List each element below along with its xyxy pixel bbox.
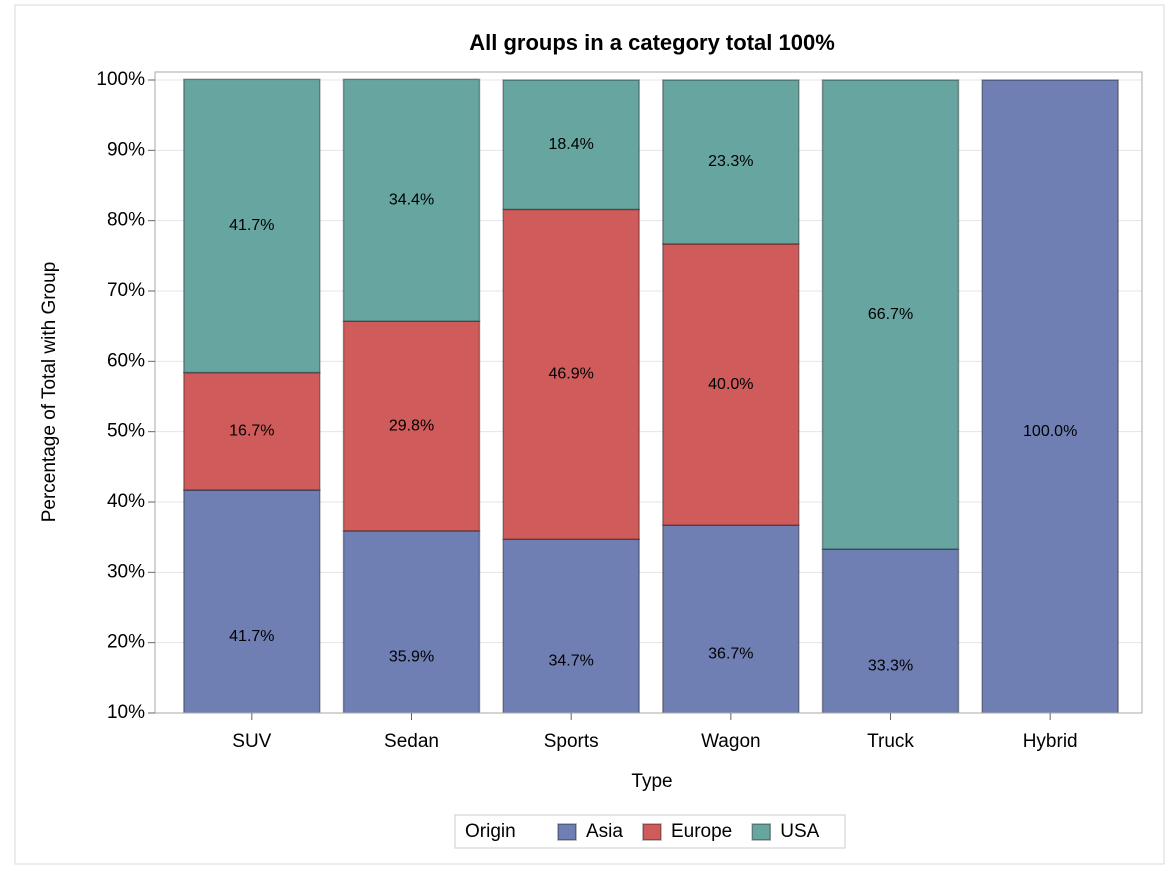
data-label: 46.9% xyxy=(548,366,593,383)
y-tick-label: 100% xyxy=(96,69,145,90)
y-tick-label: 20% xyxy=(107,632,145,653)
chart-title: All groups in a category total 100% xyxy=(469,30,835,55)
x-tick-label: SUV xyxy=(232,731,271,752)
y-tick-label: 60% xyxy=(107,350,145,371)
bar-segment xyxy=(981,79,1119,713)
legend-label: Asia xyxy=(586,821,623,842)
y-tick-label: 40% xyxy=(107,491,145,512)
y-tick-label: 10% xyxy=(107,702,145,723)
bar-segment xyxy=(342,530,481,713)
data-label: 33.3% xyxy=(868,657,913,674)
bar-segment xyxy=(183,489,321,713)
legend-title: Origin xyxy=(465,821,516,842)
bar-segment xyxy=(821,79,960,550)
x-tick-label: Wagon xyxy=(701,731,761,752)
bars xyxy=(183,78,1119,713)
y-tick-label: 80% xyxy=(107,210,145,231)
legend-swatch xyxy=(642,823,662,841)
bar-segment xyxy=(342,78,481,322)
y-tick-label: 50% xyxy=(107,421,145,442)
bar-segment xyxy=(821,548,960,713)
legend-label: Europe xyxy=(671,821,732,842)
data-label: 34.7% xyxy=(548,653,593,670)
bar-segment xyxy=(502,208,640,541)
bar-segment xyxy=(183,371,321,491)
data-label: 40.0% xyxy=(708,376,753,393)
y-tick-label: 90% xyxy=(107,139,145,160)
legend-label: USA xyxy=(780,821,819,842)
data-label: 34.4% xyxy=(389,191,434,208)
x-tick-label: Sports xyxy=(544,731,599,752)
x-tick-label: Hybrid xyxy=(1023,731,1078,752)
bar-segment xyxy=(662,79,800,245)
x-axis-label: Type xyxy=(631,771,672,792)
plot-frame xyxy=(154,71,1143,714)
data-label: 29.8% xyxy=(389,417,434,434)
data-label: 41.7% xyxy=(229,628,274,645)
bar-segment xyxy=(183,78,321,374)
legend-swatch xyxy=(751,823,771,841)
x-tick-label: Truck xyxy=(867,731,914,752)
data-label: 35.9% xyxy=(389,648,434,665)
y-tick-label: 30% xyxy=(107,561,145,582)
bar-segment xyxy=(342,320,481,532)
data-label: 16.7% xyxy=(229,423,274,440)
bar-segment xyxy=(502,79,640,211)
data-label: 66.7% xyxy=(868,306,913,323)
y-tick-label: 70% xyxy=(107,280,145,301)
data-label: 18.4% xyxy=(548,136,593,153)
data-label: 41.7% xyxy=(229,217,274,234)
data-label: 23.3% xyxy=(708,153,753,170)
data-label: 100.0% xyxy=(1023,423,1077,440)
bar-segment xyxy=(502,538,640,713)
y-axis-label: Percentage of Total with Group xyxy=(39,262,60,523)
x-tick-label: Sedan xyxy=(384,731,439,752)
legend-swatch xyxy=(557,823,577,841)
data-label: 36.7% xyxy=(708,645,753,662)
